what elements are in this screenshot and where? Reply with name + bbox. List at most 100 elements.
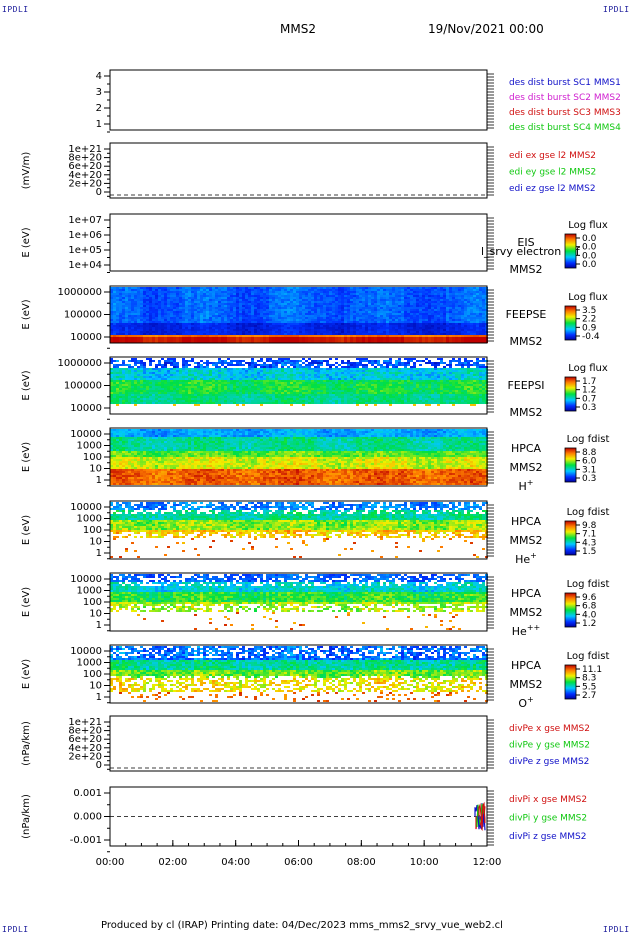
- y-tick-label: 100: [83, 525, 102, 536]
- legend-entry: des dist burst SC4 MMS4: [509, 123, 621, 133]
- colorbar-tick-label: 0.0: [582, 234, 597, 244]
- y-tick-label: 10: [89, 464, 102, 475]
- colorbar-tick-label: 0.7: [582, 394, 596, 404]
- y-tick-label: 1: [96, 119, 102, 130]
- y-tick-label: -0.001: [70, 835, 102, 846]
- colorbar: [564, 305, 577, 341]
- y-axis-label: (nPa/km): [21, 721, 32, 766]
- y-tick-label: 8e+20: [68, 726, 102, 737]
- y-axis-label: (nPa/km): [21, 794, 32, 839]
- y-tick-label: 1000000: [57, 287, 102, 298]
- instrument-label: FEEPSE: [506, 308, 547, 321]
- header-datetime: 19/Nov/2021 00:00: [428, 22, 544, 36]
- colorbar-tick-label: 8.3: [582, 674, 596, 684]
- colorbar-tick-label: 1.2: [582, 619, 596, 629]
- instrument-label: HPCA: [511, 587, 542, 600]
- colorbar: [564, 592, 577, 628]
- corner-label-top-right: IPDLI: [603, 5, 630, 14]
- y-tick-label: 1000: [77, 514, 102, 525]
- y-tick-label: 100: [83, 597, 102, 608]
- y-tick-label: 4e+20: [68, 743, 102, 754]
- species-label: H+: [519, 478, 534, 493]
- colorbar-tick-label: 5.5: [582, 682, 596, 692]
- y-tick-label: 1000: [77, 441, 102, 452]
- panel-p11: 0.001 0.000 -0.001 (nPa/km) divPi x gse MMS2…: [21, 786, 587, 853]
- colorbar: [564, 376, 577, 412]
- y-tick-label: 10000: [70, 332, 102, 343]
- legend-entry: divPi y gse MMS2: [509, 814, 587, 824]
- colorbar-tick-label: 9.6: [582, 593, 597, 603]
- legend-entry: divPe y gse MMS2: [509, 741, 590, 751]
- y-tick-label: 0: [96, 760, 102, 771]
- legend-entry: des dist burst SC3 MMS3: [509, 108, 621, 118]
- colorbar-tick-label: 0.0: [582, 243, 597, 253]
- y-tick-label: 10000: [70, 429, 102, 440]
- panel-frame: [109, 142, 488, 199]
- colorbar-tick-label: 0.0: [582, 251, 597, 261]
- y-tick-label: 0.001: [73, 788, 102, 799]
- spacecraft-label: MMS2: [510, 678, 543, 691]
- colorbar-tick-label: 0.9: [582, 323, 597, 333]
- colorbar-tick-label: 11.1: [582, 665, 602, 675]
- y-tick-label: 1000: [77, 586, 102, 597]
- y-tick-label: 0.000: [73, 812, 102, 823]
- y-tick-label: 1: [96, 620, 102, 631]
- legend-entry: divPi z gse MMS2: [509, 832, 586, 842]
- instrument-label: HPCA: [511, 659, 542, 672]
- y-tick-label: 100: [83, 669, 102, 680]
- y-tick-label: 1e+07: [68, 215, 102, 226]
- colorbar-title: Log flux: [568, 292, 608, 303]
- colorbar-tick-label: 8.8: [582, 448, 597, 458]
- y-tick-label: 2e+20: [68, 178, 102, 189]
- legend-entry: divPi x gse MMS2: [509, 795, 587, 805]
- x-tick-label: 04:00: [221, 857, 250, 868]
- spacecraft-label: MMS2: [510, 606, 543, 619]
- instrument-label: HPCA: [511, 442, 542, 455]
- y-tick-label: 10: [89, 537, 102, 548]
- legend-entry: des dist burst SC1 MMS1: [509, 78, 621, 88]
- x-tick-label: 06:00: [284, 857, 313, 868]
- legend-entry: edi ez gse l2 MMS2: [509, 184, 596, 194]
- colorbar-title: Log fdist: [567, 434, 610, 445]
- colorbar-tick-label: 0.3: [582, 474, 596, 484]
- y-tick-label: 3: [96, 87, 102, 98]
- corner-label-bottom-left: IPDLI: [2, 925, 29, 934]
- legend-entry: edi ex gse l2 MMS2: [509, 151, 596, 161]
- colorbar-title: Log flux: [568, 363, 608, 374]
- colorbar-tick-label: 2.7: [582, 691, 596, 701]
- y-tick-label: 1e+05: [68, 245, 102, 256]
- y-tick-label: 1e+06: [68, 230, 102, 241]
- overlay-label: l_srvy electron tof: [481, 245, 581, 258]
- y-tick-label: 6e+20: [68, 734, 102, 745]
- y-axis-label: (mV/m): [21, 152, 32, 190]
- x-tick-label: 12:00: [473, 857, 502, 868]
- colorbar-tick-label: 1.2: [582, 386, 596, 396]
- colorbar-tick-label: 0.3: [582, 403, 596, 413]
- y-axis-label: E (eV): [21, 515, 32, 545]
- legend-entry: edi ey gse l2 MMS2: [509, 168, 596, 178]
- footer-credits: Produced by cl (IRAP) Printing date: 04/…: [101, 920, 503, 931]
- colorbar-tick-label: 4.3: [582, 538, 596, 548]
- colorbar-tick-label: 3.1: [582, 465, 596, 475]
- panel-frame: [109, 69, 488, 131]
- x-tick-label: 10:00: [410, 857, 439, 868]
- y-tick-label: 1e+04: [68, 260, 102, 271]
- species-label: He+: [515, 551, 537, 566]
- legend-entry: divPe x gse MMS2: [509, 724, 590, 734]
- y-tick-label: 2e+20: [68, 751, 102, 762]
- y-axis-label: E (eV): [21, 659, 32, 689]
- y-tick-label: 10000: [70, 574, 102, 585]
- y-tick-label: 10: [89, 609, 102, 620]
- species-charge: +: [527, 695, 534, 704]
- colorbar-tick-label: 4.0: [582, 610, 597, 620]
- y-axis-label: E (eV): [21, 587, 32, 617]
- colorbar-tick-label: 0.0: [582, 260, 597, 270]
- spacecraft-label: MMS2: [510, 461, 543, 474]
- colorbar: [564, 233, 577, 269]
- colorbar-tick-label: -0.4: [582, 332, 600, 342]
